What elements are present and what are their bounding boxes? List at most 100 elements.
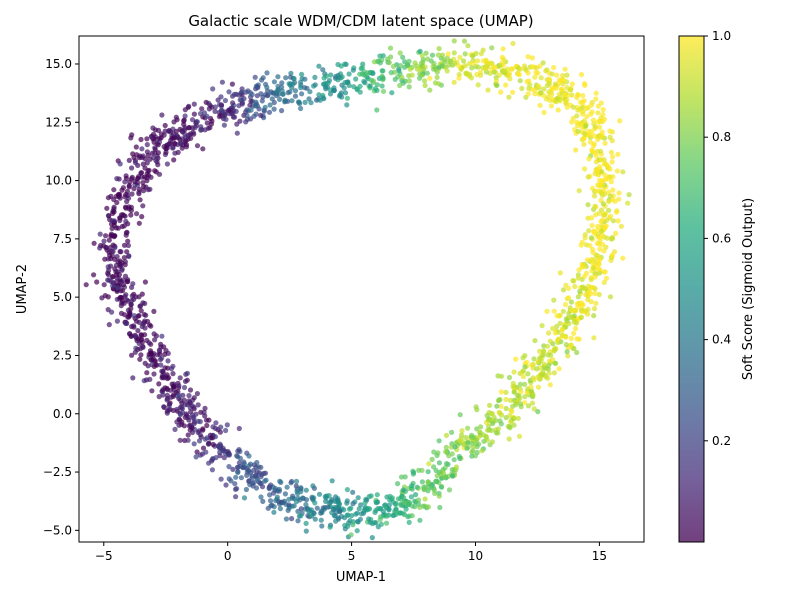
data-point — [217, 102, 223, 108]
data-point — [585, 174, 591, 180]
data-point — [524, 359, 530, 365]
data-point — [517, 401, 524, 407]
data-point — [116, 272, 122, 278]
data-point — [498, 389, 504, 395]
data-point — [144, 370, 150, 376]
data-point — [525, 371, 531, 377]
data-point — [531, 356, 537, 362]
data-point — [580, 307, 586, 313]
data-point — [588, 299, 594, 305]
data-point — [487, 402, 493, 408]
data-point — [243, 486, 249, 493]
data-point — [601, 116, 608, 122]
data-point — [610, 174, 616, 180]
data-point — [152, 168, 158, 174]
data-point — [570, 104, 576, 110]
data-point — [326, 77, 333, 84]
data-point — [598, 148, 604, 154]
data-point — [298, 513, 304, 519]
data-point — [97, 231, 103, 237]
data-point — [144, 160, 150, 166]
data-point — [597, 246, 603, 252]
data-point — [175, 149, 181, 155]
data-point — [324, 493, 330, 499]
data-point — [155, 150, 161, 156]
data-point — [247, 102, 253, 108]
data-point — [241, 495, 248, 501]
data-point — [251, 113, 257, 119]
data-point — [138, 170, 145, 176]
data-point — [443, 449, 449, 455]
data-point — [389, 90, 395, 96]
data-point — [461, 58, 467, 64]
data-point — [125, 238, 131, 244]
data-point — [588, 235, 595, 241]
data-point — [258, 494, 264, 500]
data-point — [166, 375, 172, 381]
data-point — [457, 455, 463, 462]
data-point — [573, 320, 580, 326]
data-point — [368, 493, 374, 499]
data-point — [123, 292, 129, 298]
data-point — [298, 85, 304, 91]
data-point — [528, 384, 534, 390]
data-point — [202, 405, 208, 411]
data-point — [600, 107, 606, 113]
data-point — [334, 497, 340, 503]
data-point — [567, 87, 573, 93]
data-point — [124, 249, 130, 255]
data-point — [529, 64, 535, 70]
data-point — [479, 448, 485, 454]
colorbar-label: Soft Score (Sigmoid Output) — [741, 198, 756, 380]
data-point — [367, 519, 373, 525]
data-point — [535, 70, 541, 76]
data-point — [206, 417, 212, 423]
data-point — [201, 110, 208, 116]
data-point — [221, 455, 227, 461]
data-point — [588, 111, 594, 117]
data-point — [126, 157, 132, 163]
data-point — [212, 108, 218, 114]
data-point — [148, 350, 154, 356]
data-point — [345, 512, 351, 518]
data-point — [591, 193, 598, 199]
data-point — [462, 51, 468, 57]
data-point — [226, 464, 232, 470]
data-point — [162, 122, 168, 129]
data-point — [130, 375, 136, 381]
data-point — [620, 169, 626, 175]
data-point — [489, 439, 495, 445]
data-point — [126, 253, 132, 260]
data-point — [506, 70, 512, 76]
data-point — [412, 504, 418, 510]
y-tick-label: 10.0 — [45, 174, 72, 188]
data-point — [475, 82, 481, 88]
data-point — [128, 333, 134, 339]
data-point — [262, 470, 269, 476]
data-point — [564, 72, 570, 78]
data-point — [416, 467, 422, 473]
data-point — [497, 418, 503, 424]
data-point — [140, 161, 146, 167]
data-point — [562, 301, 569, 308]
data-point — [478, 424, 484, 430]
data-point — [125, 307, 131, 313]
data-point — [568, 342, 574, 348]
data-point — [158, 131, 164, 137]
x-tick-label: 10 — [468, 549, 483, 563]
data-point — [404, 62, 411, 68]
data-point — [581, 285, 588, 291]
data-point — [474, 426, 480, 432]
data-point — [606, 199, 612, 205]
data-point — [106, 237, 112, 243]
data-point — [457, 54, 463, 61]
data-point — [348, 505, 354, 511]
y-tick-label: 7.5 — [53, 232, 72, 246]
data-point — [596, 210, 602, 216]
data-point — [532, 338, 538, 344]
data-point — [362, 504, 368, 510]
data-point — [543, 68, 549, 74]
data-point — [582, 166, 588, 172]
data-point — [231, 91, 238, 97]
data-point — [577, 302, 583, 308]
